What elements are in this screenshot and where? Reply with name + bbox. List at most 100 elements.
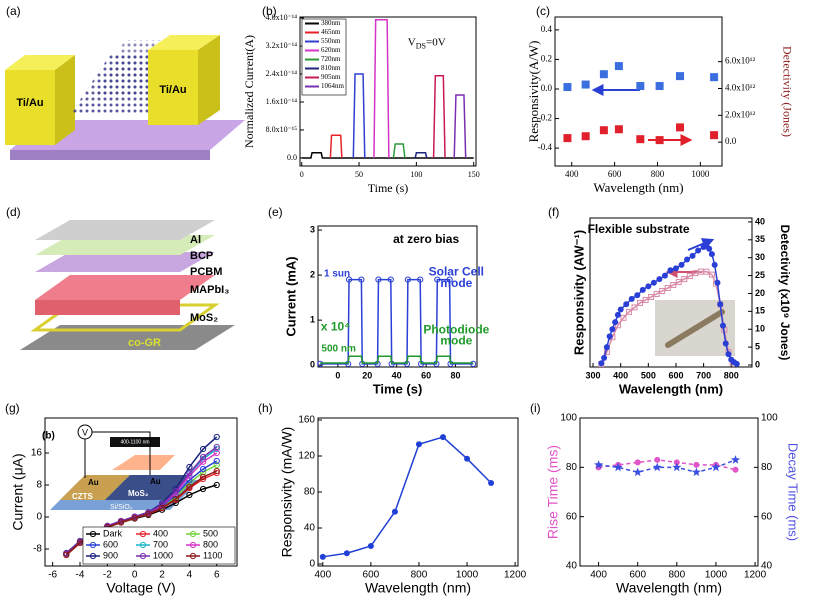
plot-frame: [589, 217, 753, 368]
marker: [678, 261, 685, 268]
marker: [213, 433, 220, 441]
layer-label: co-GR: [128, 337, 161, 349]
y2-tick-label: 2.0x10¹²: [725, 109, 755, 119]
y-axis-label: Responsivity(A/W): [526, 41, 541, 143]
series-line: [453, 94, 467, 158]
marker: [598, 360, 605, 367]
x-tick-label: 0: [300, 170, 304, 179]
chart-line: (h) 400 600 800 1000 1200 0 40 80 120 160 Wavelengt…: [258, 401, 527, 596]
legend-swatch-marker: [139, 552, 147, 560]
marker: [714, 279, 721, 286]
y2-tick-label: 30: [755, 252, 765, 262]
annotation: mode: [440, 334, 472, 348]
marker: [672, 462, 682, 472]
marker: [655, 136, 664, 145]
x-tick-label: 400: [590, 570, 607, 581]
annotation: x 10⁴: [321, 320, 350, 334]
y-axis-label: Responsivity (mA/W): [279, 427, 295, 558]
y-axis-label: Normalized Current(A): [242, 35, 256, 148]
marker: [725, 351, 732, 358]
series-label: 1 sun: [324, 269, 350, 280]
marker: [623, 301, 630, 308]
marker: [213, 461, 220, 469]
marker: [213, 467, 220, 475]
annotation: Flexible substrate: [588, 222, 690, 236]
electrode-top: [5, 55, 75, 70]
marker: [213, 449, 220, 457]
legend-swatch-marker: [189, 530, 197, 538]
inset-label: Au: [88, 478, 99, 487]
y-tick-label: 160: [298, 415, 315, 426]
plot-frame: [317, 225, 478, 368]
panel-d: (d) Al BCP PCBM MAPbI₃ MoS₂ co-GR: [6, 205, 235, 350]
marker: [199, 485, 207, 493]
marker: [563, 83, 572, 92]
annotation-text: Flexible substrate: [588, 222, 690, 236]
marker: [599, 70, 608, 79]
marker: [609, 326, 616, 333]
annotation-text: Solar Cell: [429, 265, 484, 279]
marker: [637, 299, 644, 306]
marker: [654, 456, 661, 463]
x-tick-label: 500: [641, 370, 656, 380]
electrode-label: Ti/Au: [16, 97, 43, 109]
panel-label: (i): [530, 401, 541, 415]
marker: [693, 461, 700, 468]
marker: [732, 466, 739, 473]
y2-tick-label: 0: [755, 359, 760, 369]
marker: [213, 443, 220, 451]
marker: [681, 276, 688, 283]
plot-frame: [299, 16, 477, 167]
y-tick-label: 100: [560, 413, 577, 424]
legend-label: 1100: [203, 550, 222, 560]
annotation-text: mode: [440, 276, 472, 290]
marker: [76, 539, 84, 546]
marker: [470, 360, 477, 367]
marker: [199, 453, 207, 461]
marker: [603, 344, 610, 351]
y2-tick-label: 6.0x10¹²: [725, 56, 755, 66]
legend-label: 900: [103, 550, 118, 560]
legend-label: 1000: [153, 550, 173, 560]
annotation: at zero bias: [393, 232, 459, 246]
marker: [145, 510, 152, 517]
x-tick-label: 400: [314, 570, 331, 581]
inset-photo-object: [665, 309, 725, 348]
marker: [706, 245, 713, 252]
marker: [653, 290, 660, 297]
marker: [440, 434, 446, 441]
chart-line: (i)400 600 800 1000 1200406080100406080100Wa…: [530, 401, 801, 596]
legend-label: 1064nm: [321, 82, 345, 90]
marker: [636, 82, 645, 91]
chart-line: (b) 0 50 100 150 0.0 8.0x10⁻¹⁵ 1.6x10⁻¹⁴ 2.4x10⁻…: [242, 4, 480, 195]
layer-label: MAPbI₃: [190, 284, 229, 296]
y-tick-label: 0.2: [541, 53, 552, 63]
marker: [634, 292, 641, 299]
marker: [488, 479, 495, 486]
annotation: Solar Cell: [429, 265, 484, 279]
x-tick-label: 6: [214, 570, 220, 581]
marker: [673, 459, 680, 466]
marker: [634, 459, 641, 466]
panel-label: (d): [6, 205, 21, 219]
legend-swatch-marker: [139, 541, 147, 549]
marker: [172, 495, 179, 503]
y-tick-label: 40: [566, 561, 578, 572]
series-line: [414, 151, 428, 159]
electrode: [148, 50, 198, 125]
plot-frame: [317, 417, 519, 567]
y2-tick-label: 100: [761, 413, 778, 424]
marker: [708, 271, 715, 278]
legend-label: 810nm: [321, 64, 341, 72]
marker: [661, 272, 668, 279]
marker: [667, 267, 674, 274]
series-line: [329, 134, 343, 158]
y-tick-label: -0.2: [538, 113, 552, 123]
marker: [722, 340, 729, 347]
panel-label: (b): [262, 4, 277, 18]
x-tick-label: 700: [696, 370, 711, 380]
marker: [717, 301, 724, 308]
y-tick-label: 80: [566, 462, 578, 473]
marker: [628, 295, 635, 302]
y-tick-label: 1: [310, 315, 315, 325]
